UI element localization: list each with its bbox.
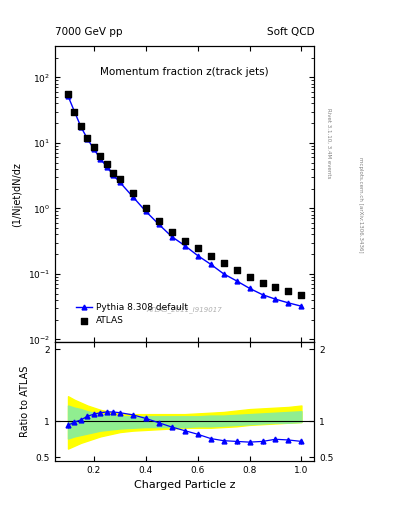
ATLAS [84,134,91,142]
Legend: Pythia 8.308 default, ATLAS: Pythia 8.308 default, ATLAS [72,299,191,329]
ATLAS [298,291,305,299]
ATLAS [259,279,266,287]
Pythia 8.308 default [286,300,291,306]
ATLAS [65,90,71,98]
Pythia 8.308 default [79,124,83,130]
ATLAS [117,175,123,183]
Text: Soft QCD: Soft QCD [267,27,314,37]
Pythia 8.308 default [208,261,213,267]
Pythia 8.308 default [234,278,239,284]
Pythia 8.308 default [92,146,96,152]
Pythia 8.308 default [85,136,90,142]
Y-axis label: (1/Njet)dN/dz: (1/Njet)dN/dz [12,162,22,227]
ATLAS [246,273,253,281]
Text: Momentum fraction z(track jets): Momentum fraction z(track jets) [100,67,269,77]
Text: Rivet 3.1.10, 3.4M events: Rivet 3.1.10, 3.4M events [326,108,331,179]
ATLAS [208,251,214,260]
Pythia 8.308 default [72,109,77,115]
Pythia 8.308 default [130,194,135,200]
ATLAS [272,283,279,291]
Text: ATLAS_2011_I919017: ATLAS_2011_I919017 [147,306,222,313]
ATLAS [285,287,292,295]
ATLAS [233,266,240,274]
Pythia 8.308 default [105,164,109,170]
ATLAS [182,237,188,245]
Pythia 8.308 default [273,296,278,302]
ATLAS [169,228,175,237]
Pythia 8.308 default [143,208,148,215]
ATLAS [143,204,149,212]
Pythia 8.308 default [118,179,122,185]
Text: 7000 GeV pp: 7000 GeV pp [55,27,123,37]
Pythia 8.308 default [182,243,187,249]
ATLAS [78,122,84,130]
Pythia 8.308 default [260,292,265,298]
ATLAS [195,244,201,252]
Pythia 8.308 default [247,285,252,291]
ATLAS [97,153,104,161]
X-axis label: Charged Particle z: Charged Particle z [134,480,235,490]
ATLAS [104,160,110,168]
ATLAS [130,189,136,197]
Line: Pythia 8.308 default: Pythia 8.308 default [66,94,304,309]
ATLAS [91,143,97,152]
Pythia 8.308 default [299,303,304,309]
Pythia 8.308 default [111,172,116,178]
Text: mcplots.cern.ch [arXiv:1306.3436]: mcplots.cern.ch [arXiv:1306.3436] [358,157,363,252]
ATLAS [220,259,227,267]
Pythia 8.308 default [66,93,70,99]
Pythia 8.308 default [156,221,161,227]
Y-axis label: Ratio to ATLAS: Ratio to ATLAS [20,366,30,437]
Pythia 8.308 default [221,271,226,277]
ATLAS [110,168,117,177]
ATLAS [156,217,162,225]
Pythia 8.308 default [169,233,174,240]
ATLAS [72,108,78,116]
Pythia 8.308 default [195,252,200,259]
Pythia 8.308 default [98,156,103,162]
